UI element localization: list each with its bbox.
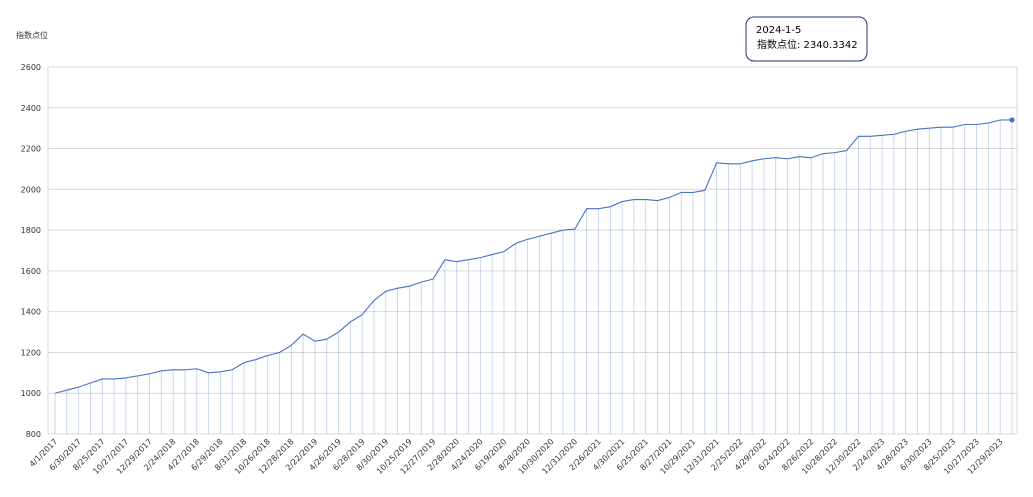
y-tick-label: 2600 — [21, 63, 41, 72]
y-tick-label: 1000 — [21, 389, 41, 398]
y-tick-label: 2200 — [21, 145, 41, 154]
tooltip-box — [745, 16, 868, 62]
series-line — [54, 119, 1013, 394]
tooltip-value: 指数点位: 2340.3342 — [757, 38, 858, 51]
y-tick-label: 800 — [26, 430, 41, 439]
hover-point — [1009, 117, 1015, 123]
tooltip: 2024-1-5 指数点位: 2340.3342 — [745, 16, 868, 62]
y-tick-label: 2400 — [21, 104, 41, 113]
tooltip-date: 2024-1-5 — [756, 25, 801, 36]
y-tick-label: 1400 — [21, 308, 41, 317]
y-axis-label: 指数点位 — [16, 30, 48, 40]
y-tick-label: 1600 — [21, 267, 41, 276]
y-tick-label: 1200 — [21, 348, 41, 357]
y-tick-label: 1800 — [21, 226, 41, 235]
y-tick-label: 2000 — [21, 185, 41, 194]
